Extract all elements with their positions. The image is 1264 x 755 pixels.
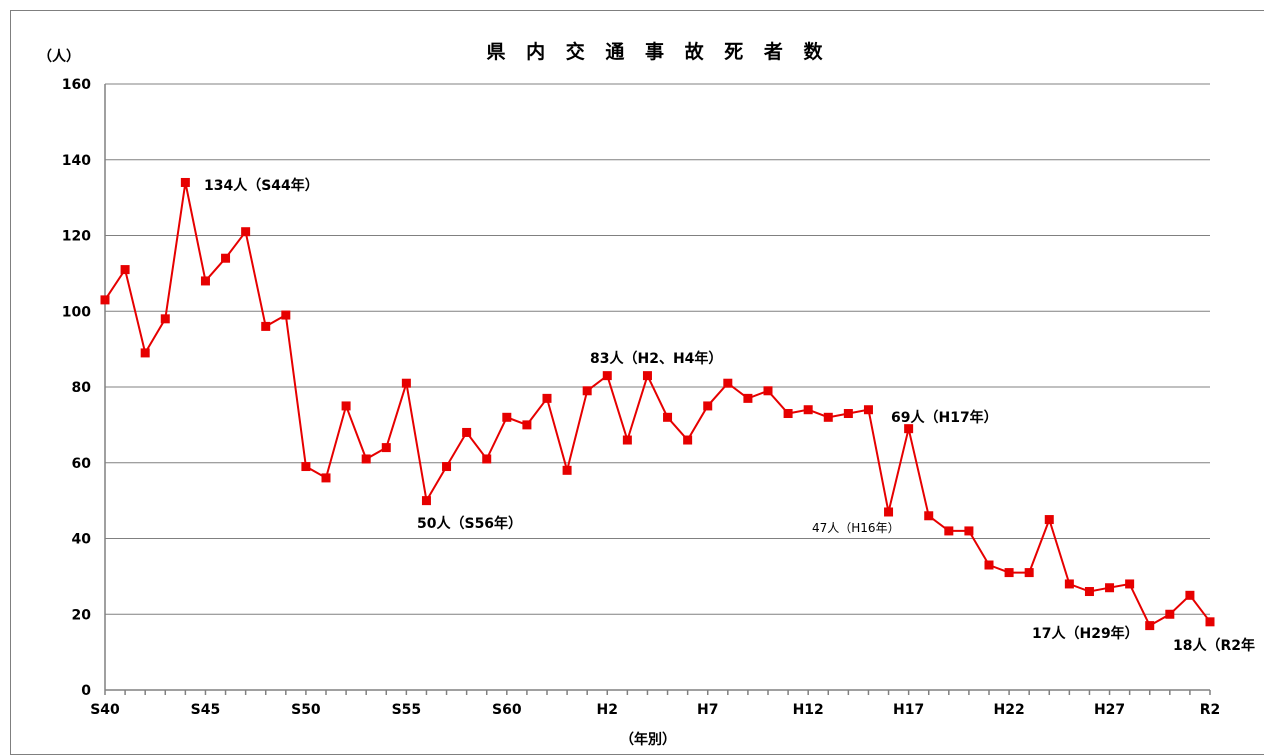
data-point [723,378,733,388]
x-axis-label: （年別） [620,731,676,748]
data-point [361,454,371,464]
data-point [602,371,612,381]
x-tick-label: S50 [291,702,321,718]
data-point [442,462,452,472]
data-point [1205,617,1215,627]
data-point [964,526,974,536]
x-tick-label: H7 [697,702,718,718]
data-point [1125,579,1135,589]
annotation-s56: 50人（S56年） [417,515,522,532]
data-point [1044,515,1054,525]
y-axis-label: （人） [38,48,80,65]
x-tick-label: H17 [893,702,924,718]
y-tick-label: 60 [72,456,92,472]
data-point [1004,568,1014,578]
data-point [642,371,652,381]
x-tick-label: H2 [597,702,618,718]
data-point [562,465,572,475]
data-point [683,435,693,445]
data-point [783,409,793,419]
data-point [763,386,773,396]
data-point [884,507,894,517]
annotation-h17: 69人（H17年） [891,409,998,426]
annotation-r2: 18人（R2年 [1173,637,1255,654]
x-tick-label: S45 [191,702,221,718]
annotation-h29: 17人（H29年） [1032,625,1139,642]
y-tick-label: 140 [62,153,91,169]
x-tick-label: S55 [392,702,422,718]
series-line [104,182,1211,627]
gridlines [104,83,1210,691]
data-point [140,348,150,358]
y-tick-label: 20 [72,607,92,623]
data-point [944,526,954,536]
y-tick-label: 0 [81,683,91,699]
data-point [281,310,291,320]
data-point [863,405,873,415]
data-point [120,265,130,275]
data-point [321,473,331,483]
data-point [221,253,231,263]
y-tick-label: 100 [62,304,91,320]
data-point [241,227,251,237]
data-point [381,443,391,453]
data-point [200,276,210,286]
data-point [502,412,512,422]
data-point [703,401,713,411]
series-ktd [100,177,1215,631]
data-point [843,409,853,419]
x-tick-label: S40 [90,702,120,718]
data-point [1105,583,1115,593]
data-point [301,462,311,472]
data-point [622,435,632,445]
data-point [1064,579,1074,589]
data-point [341,401,351,411]
x-tick-label: H22 [993,702,1024,718]
data-point [542,393,552,403]
data-point [1145,621,1155,631]
data-point [823,412,833,422]
annotation-h16: 47人（H16年） [812,521,900,535]
data-point [482,454,492,464]
y-tick-label: 160 [62,77,91,93]
y-tick-labels: 0 20 40 60 80 100 120 140 160 [62,77,91,699]
data-point [180,177,190,187]
data-point [401,378,411,388]
data-point [261,321,271,331]
data-point [743,393,753,403]
data-point [1024,568,1034,578]
data-point [924,511,934,521]
chart-title: 県 内 交 通 事 故 死 者 数 [487,40,830,63]
data-point [100,295,110,305]
data-point [160,314,170,324]
y-tick-label: 40 [72,532,92,548]
data-point [984,560,994,570]
x-tick-label: H27 [1094,702,1125,718]
x-tick-label: S60 [492,702,522,718]
data-point [803,405,813,415]
data-point [421,496,431,506]
annotations: 134人（S44年） 83人（H2、H4年） 50人（S56年） 47人（H16… [204,177,1255,654]
x-tick-label: R2 [1200,702,1221,718]
x-tick-label: H12 [793,702,824,718]
data-point [582,386,592,396]
data-point [522,420,532,430]
y-tick-label: 120 [62,229,91,245]
annotation-h2-h4: 83人（H2、H4年） [590,350,722,367]
x-tick-labels: S40 S45 S50 S55 S60 H2 H7 H12 H17 H22 H27 R2 [90,690,1220,718]
data-point [1165,609,1175,619]
data-point [462,427,472,437]
data-point [1084,587,1094,597]
y-tick-label: 80 [72,380,92,396]
annotation-max: 134人（S44年） [204,177,319,194]
data-point [663,412,673,422]
data-point [904,424,914,434]
data-point [1185,590,1195,600]
